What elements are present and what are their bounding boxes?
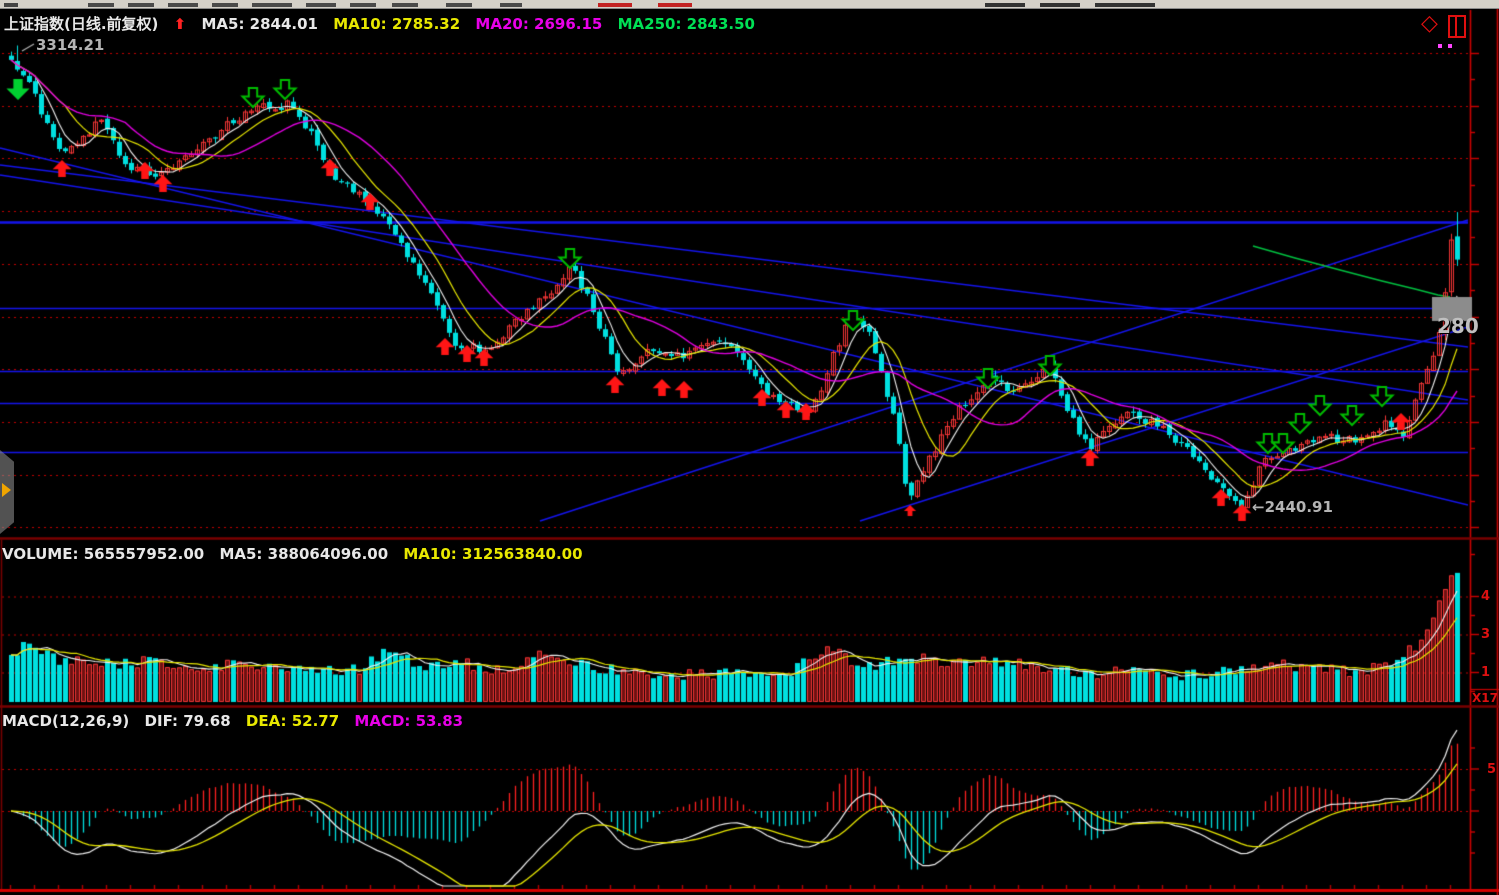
window-tool-inner xyxy=(1455,17,1457,36)
menu-item-remnant-red xyxy=(598,3,632,7)
window-tool-icon[interactable] xyxy=(1448,15,1466,38)
diamond-tool-icon[interactable]: ◇ xyxy=(1421,11,1438,36)
menu-bar[interactable] xyxy=(0,0,1499,9)
menu-item-remnant xyxy=(446,3,472,7)
menu-item-remnant-red xyxy=(658,3,692,7)
menu-item-remnant xyxy=(128,3,154,7)
menu-item-remnant xyxy=(1095,3,1155,7)
menu-item-remnant xyxy=(168,3,198,7)
marker-dot xyxy=(1438,44,1442,48)
menu-item-remnant xyxy=(985,3,1025,7)
menu-item-remnant xyxy=(350,3,376,7)
marker-dot xyxy=(1448,44,1452,48)
sidebar-expand-handle[interactable] xyxy=(0,450,14,534)
menu-item-remnant xyxy=(1040,3,1080,7)
menu-item-remnant xyxy=(306,3,336,7)
menu-item-remnant xyxy=(252,3,292,7)
menu-item-remnant xyxy=(392,3,418,7)
menu-item-remnant xyxy=(88,3,114,7)
menu-icon xyxy=(4,3,18,7)
menu-item-remnant xyxy=(212,3,238,7)
menu-item-remnant xyxy=(500,3,522,7)
expand-arrow-icon xyxy=(2,483,11,497)
